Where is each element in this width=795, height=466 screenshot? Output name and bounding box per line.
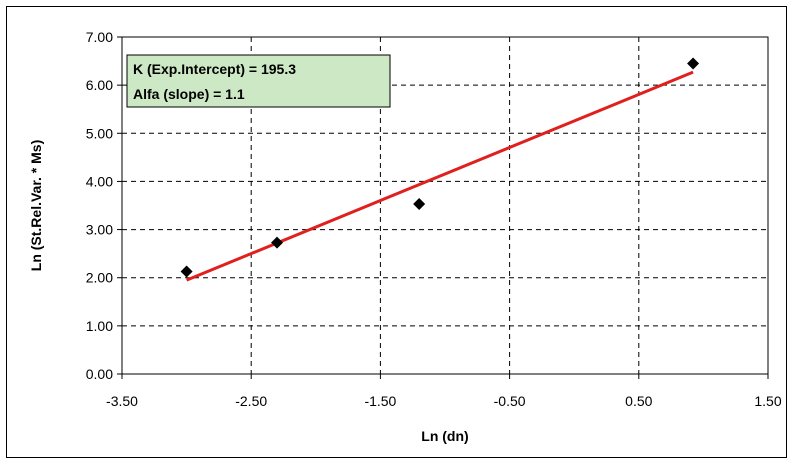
y-tick-label: 2.00 [86, 270, 113, 286]
y-tick-label: 6.00 [86, 77, 113, 93]
trendline-layer [186, 70, 694, 282]
x-tick-label: -2.50 [235, 393, 267, 409]
y-tick-label: 0.00 [86, 366, 113, 382]
y-tick-label: 4.00 [86, 173, 113, 189]
x-axis-title: Ln (dn) [421, 428, 468, 444]
data-point-diamond [687, 57, 700, 70]
data-point-diamond [271, 236, 284, 249]
annotation-box: K (Exp.Intercept) = 195.3 Alfa (slope) =… [126, 54, 391, 108]
x-tick-label: -0.50 [494, 393, 526, 409]
data-points [180, 57, 700, 278]
data-point-diamond [413, 198, 426, 211]
x-tick-label: -1.50 [364, 393, 396, 409]
plot-area [121, 36, 769, 375]
annotation-background [126, 54, 391, 108]
y-tick-label: 7.00 [86, 29, 113, 45]
data-point-diamond [180, 265, 193, 278]
y-tick-label: 1.00 [86, 318, 113, 334]
x-tick-label: 0.50 [625, 393, 652, 409]
annotation-line-slope: Alfa (slope) = 1.1 [133, 86, 245, 102]
x-tick-label: -3.50 [106, 393, 138, 409]
trendline [186, 70, 694, 282]
x-tick-label: 1.50 [754, 393, 781, 409]
y-axis-title: Ln (St.Rel.Var. * Ms) [28, 140, 44, 271]
y-tick-label: 5.00 [86, 125, 113, 141]
axis-ticks: 0.00 1.00 2.00 3.00 4.00 5.00 6.00 7.00 -3.50 -2.… [86, 29, 782, 409]
y-tick-label: 3.00 [86, 222, 113, 238]
annotation-line-intercept: K (Exp.Intercept) = 195.3 [133, 61, 296, 77]
